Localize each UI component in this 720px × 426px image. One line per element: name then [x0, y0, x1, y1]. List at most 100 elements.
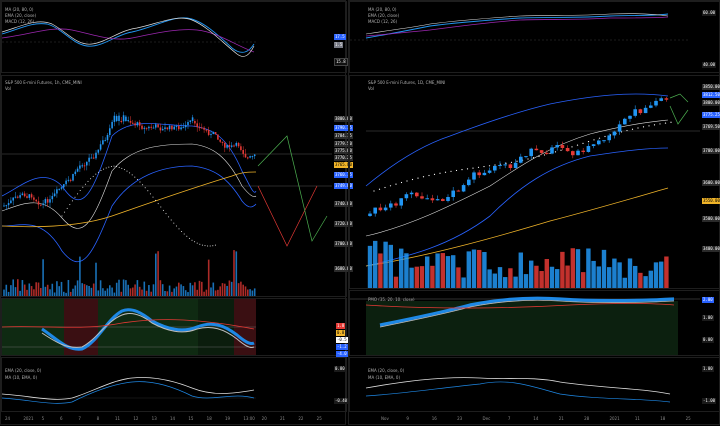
left-osc-tag-3: -0.5 [336, 337, 348, 343]
left-top-label-2: EMA (20, close) [5, 13, 37, 18]
right-main-price-pane[interactable]: S&P 500 E-mini Futures, 1D, CME_MINI Vol… [349, 75, 720, 289]
left-chart-panel[interactable]: MA (20, 80, 0) EMA (20, close) MACD (12,… [0, 0, 353, 426]
time-axis-tick: 7 [78, 416, 81, 421]
left-main-price-tag: 3784.75 [334, 133, 353, 139]
right-osc-tag-3: 0.00 [702, 337, 714, 343]
left-main-price-tag: 3740.00 [334, 201, 353, 207]
right-top-label-3: MACD (12, 26) [368, 19, 398, 24]
left-top-tag-1: 17.5 [334, 34, 346, 40]
time-axis-tick: 2021 [23, 416, 34, 421]
right-main-price-tag: 3800.00 [702, 100, 720, 106]
left-bottom-label-2: MA (10, EMA, 0) [5, 375, 38, 380]
left-main-price-tag: 3749.00 [334, 183, 353, 189]
left-main-volume-label: Vol [5, 86, 11, 91]
left-top-indicator-plot [2, 17, 256, 57]
left-oscillator-plot [2, 299, 256, 355]
right-time-axis[interactable]: Nov 9 16 23 Dec 7 14 21 28 2021 11 18 25 [349, 413, 720, 426]
time-axis-tick: Nov [381, 416, 389, 421]
right-main-price-tag: 3600.00 [702, 180, 720, 186]
left-main-price-tag: 3779.50 [334, 141, 353, 147]
left-main-price-tag: 3775.00 [334, 148, 353, 154]
time-axis-tick: 12 [133, 416, 139, 421]
time-axis-tick: 24 [5, 416, 11, 421]
right-top-indicator-plot [350, 13, 690, 41]
time-axis-tick: 20 [261, 416, 267, 421]
right-main-volume-label: Vol [368, 86, 374, 91]
left-top-indicator-pane[interactable]: MA (20, 80, 0) EMA (20, close) MACD (12,… [1, 1, 348, 73]
right-main-price-tag: 3775.25 [702, 112, 720, 118]
time-axis-tick: 15 [188, 416, 194, 421]
right-main-price-tag: 3769.50 [702, 124, 720, 130]
time-axis-tick: 28 [584, 416, 590, 421]
right-main-price-tag: 3500.00 [702, 216, 720, 222]
right-osc-tag-2: 1.00 [702, 315, 714, 321]
right-main-price-tag: 3550.00 [702, 198, 720, 204]
left-time-axis[interactable]: 24 2021 5 6 7 8 11 12 13 14 15 18 19 13:00 20 21 22 25 [1, 413, 347, 426]
right-osc-label-1: PMO (35, 20, 10, close) [368, 297, 415, 302]
right-top-label-2: EMA (20, close) [368, 13, 400, 18]
right-bottom-indicator-pane[interactable]: EMA (20, close, 0) MA (10, EMA, 0) 1.00 … [349, 357, 720, 412]
right-top-label-1: MA (20, 80, 0) [368, 7, 397, 12]
left-main-price-tag: 3680.00 [334, 266, 353, 272]
left-osc-tag-4: -1.2 [336, 344, 348, 350]
time-axis-tick: 18 [206, 416, 212, 421]
left-osc-tag-2: 0.8 [336, 330, 346, 336]
right-main-price-tag: 3812.50 [702, 92, 720, 98]
time-axis-tick: 7 [507, 416, 511, 421]
right-main-title: S&P 500 E-mini Futures, 1D, CME_MINI [368, 80, 446, 85]
left-main-title: S&P 500 E-mini Futures, 1h, CME_MINI [5, 80, 82, 85]
left-oscillator-pane[interactable]: PMO (35, 20, 10, close) MA (10, PMO, PMO… [1, 298, 348, 357]
time-axis-tick: 25 [685, 416, 691, 421]
right-bottom-tag-2: -1.00 [702, 398, 717, 404]
right-oscillator-plot [350, 296, 700, 355]
time-axis-tick: 21 [558, 416, 564, 421]
time-axis-tick: 9 [406, 416, 409, 421]
time-axis-tick: 11 [115, 416, 121, 421]
time-axis-tick: 19 [225, 416, 231, 421]
time-axis-tick: 18 [660, 416, 666, 421]
time-axis-tick: 16 [431, 416, 437, 421]
time-axis-tick: 14 [533, 416, 539, 421]
right-bottom-label-1: EMA (20, close, 0) [368, 368, 405, 373]
right-main-price-plot [365, 93, 700, 288]
right-bottom-label-2: MA (10, EMA, 0) [368, 375, 401, 380]
left-main-price-plot [2, 111, 332, 296]
left-bottom-label-1: EMA (20, close, 0) [5, 368, 42, 373]
time-axis-tick: 2021 [609, 416, 620, 421]
time-axis-tick: 8 [96, 416, 100, 421]
left-bottom-indicator-pane[interactable]: EMA (20, close, 0) MA (10, EMA, 0) 0.80 … [1, 357, 349, 412]
right-osc-tag-1: 2.00 [702, 297, 714, 303]
right-top-tag-1: 60.00 [702, 10, 717, 16]
time-axis-tick: 6 [60, 416, 63, 421]
left-bottom-plot [2, 377, 256, 404]
time-axis-tick: 22 [298, 416, 304, 421]
time-axis-tick: Dec [482, 416, 491, 421]
right-bottom-plot [365, 377, 671, 403]
right-top-indicator-pane[interactable]: MA (20, 80, 0) EMA (20, close) MACD (12,… [349, 1, 720, 73]
left-main-price-pane[interactable]: S&P 500 E-mini Futures, 1h, CME_MINI Vol… [1, 75, 353, 297]
left-bottom-tag-2: -0.40 [334, 398, 349, 404]
right-top-tag-2: 40.00 [702, 62, 717, 68]
left-main-price-tag: 3760.75 [334, 172, 353, 178]
right-bottom-tag-1: 1.00 [702, 366, 714, 372]
left-osc-tag-5: -4.0 [336, 351, 348, 357]
time-axis-tick: 13:00 [243, 416, 255, 421]
left-main-price-tag: 3765.00 [334, 162, 353, 168]
time-axis-tick: 14 [170, 416, 176, 421]
left-osc-tag-1: 1.8 [336, 323, 346, 329]
time-axis-tick: 13 [151, 416, 157, 421]
left-top-tag-3: 15.8 [334, 58, 348, 66]
right-main-price-tag: 3850.00 [702, 84, 720, 90]
left-main-price-tag: 3800.00 [334, 116, 353, 122]
time-axis-tick: 21 [280, 416, 286, 421]
right-main-price-tag: 3400.00 [702, 246, 720, 252]
left-top-label-3: MACD (12, 26) [5, 19, 35, 24]
time-axis-tick: 23 [457, 416, 463, 421]
left-main-price-tag: 3770.25 [334, 155, 353, 161]
right-chart-panel[interactable]: MA (20, 80, 0) EMA (20, close) MACD (12,… [348, 0, 720, 425]
left-top-label-1: MA (20, 80, 0) [5, 7, 34, 12]
time-axis-tick: 11 [634, 416, 640, 421]
time-axis-tick: 5 [41, 416, 45, 421]
right-oscillator-pane[interactable]: PMO (35, 20, 10, close) MA (10, PMO, PMO… [349, 290, 720, 356]
left-main-price-tag: 3700.00 [334, 241, 353, 247]
